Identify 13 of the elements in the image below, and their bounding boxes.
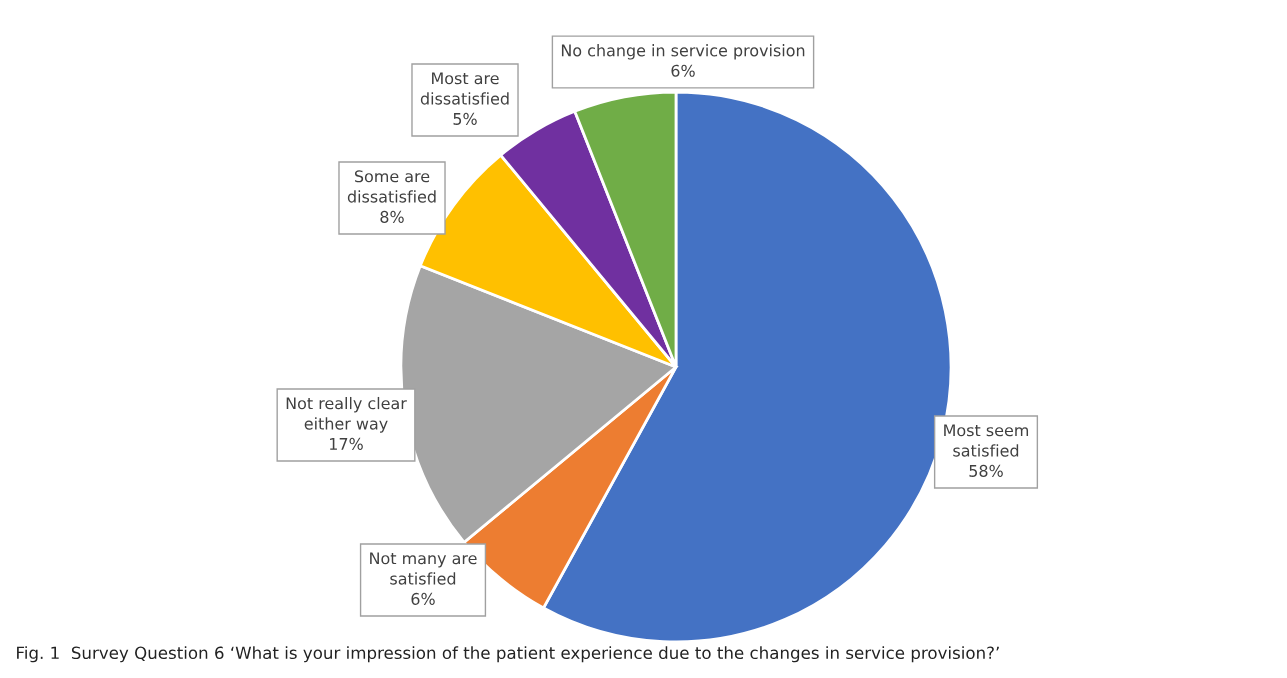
- caption: Fig. 1 Survey Question 6 ‘What is your impression of the patient experience due to the changes in service provision?’: [17, 646, 999, 663]
- data-label: 8%: [380, 210, 404, 223]
- slice-label: Not really clear either way: [286, 396, 407, 433]
- data-label: 6%: [411, 592, 435, 605]
- data-label: 17%: [330, 437, 363, 450]
- data-label: 5%: [453, 112, 477, 125]
- slice-label: Most are dissatisfied: [420, 72, 509, 105]
- slice-label: No change in service provision: [561, 44, 805, 60]
- slice-label: Some are dissatisfied: [347, 170, 436, 203]
- slice-label: Not many are satisfied: [370, 552, 477, 585]
- data-label: 58%: [969, 464, 1003, 477]
- data-label: 6%: [671, 64, 695, 77]
- slice-label: Most seem satisfied: [944, 424, 1029, 457]
